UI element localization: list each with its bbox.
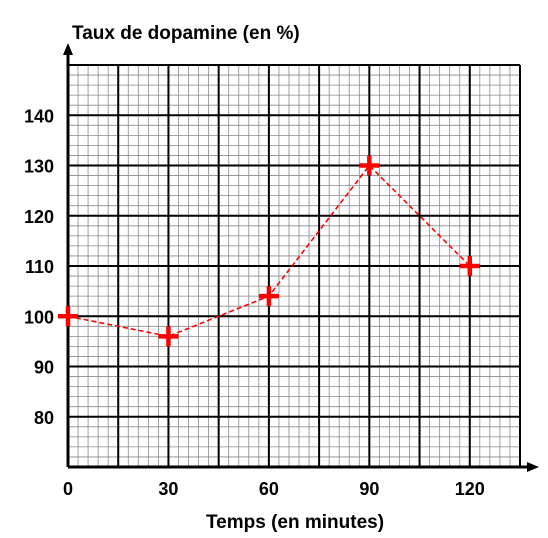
x-tick-label: 60 — [259, 479, 279, 499]
data-point — [459, 256, 480, 276]
y-axis-label: Taux de dopamine (en %) — [72, 23, 300, 44]
x-axis-arrow — [527, 462, 539, 472]
data-point — [359, 155, 380, 176]
y-tick-label: 110 — [25, 257, 54, 277]
y-tick-label: 130 — [24, 157, 54, 177]
y-tick-label: 80 — [34, 408, 54, 428]
tick-labels: 0 30 60 90 120 80 90 100 110 120 130 140 — [24, 106, 485, 499]
axes — [63, 43, 539, 472]
x-tick-label: 30 — [158, 479, 178, 499]
x-axis-label: Temps (en minutes) — [206, 512, 384, 533]
data-point — [58, 306, 78, 327]
y-tick-label: 100 — [24, 307, 54, 327]
data-point — [158, 326, 179, 347]
x-tick-label: 120 — [455, 479, 485, 499]
x-tick-label: 0 — [63, 479, 73, 499]
y-tick-label: 120 — [24, 207, 54, 227]
series-dopamine — [58, 155, 480, 347]
y-tick-label: 90 — [34, 358, 54, 378]
data-point — [258, 286, 279, 307]
x-tick-label: 90 — [359, 479, 379, 499]
y-axis-arrow — [63, 43, 73, 55]
y-tick-label: 140 — [24, 106, 54, 126]
